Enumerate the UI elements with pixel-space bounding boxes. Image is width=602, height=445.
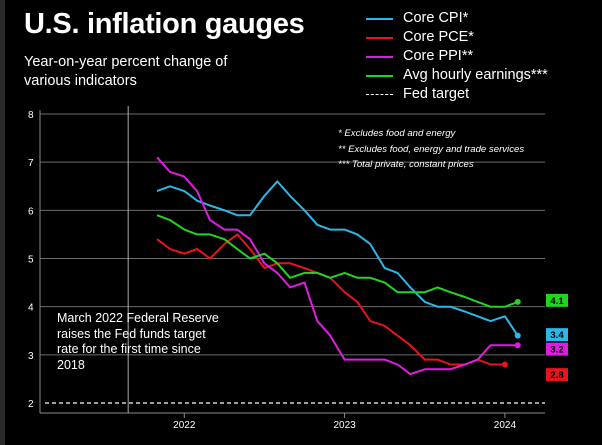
end-value-badge-core-cpi — [546, 328, 568, 342]
series-line-core-ppi — [156, 156, 518, 376]
series-end-point-avg-hourly-earnings — [514, 298, 521, 305]
chart-subtitle: Year-on-year percent change of various i… — [24, 54, 228, 89]
legend-swatch-core-cpi — [366, 18, 393, 20]
legend-item-fed-target: Fed target — [366, 85, 596, 104]
y-tick-label-8: 8 — [28, 110, 34, 121]
series-line-core-cpi — [156, 180, 519, 337]
y-tick-label-7: 7 — [28, 158, 34, 169]
legend-item-core-pce: Core PCE* — [366, 28, 596, 47]
end-value-label-core-cpi: 3.4 — [550, 330, 564, 341]
y-tick-label-2: 2 — [28, 399, 34, 410]
legend-label-core-pce: Core PCE* — [403, 29, 474, 45]
legend-swatch-core-ppi — [366, 56, 393, 58]
legend-item-core-ppi: Core PPI** — [366, 47, 596, 66]
series-end-point-core-ppi — [514, 342, 521, 349]
footnote-2: ** Excludes food, energy and trade servi… — [338, 143, 525, 155]
legend-swatch-fed-target — [366, 94, 393, 95]
end-value-badge-core-ppi — [546, 342, 568, 356]
series-line-avg-hourly-earnings — [156, 214, 519, 308]
legend-label-fed-target: Fed target — [403, 86, 470, 102]
y-tick-label-4: 4 — [28, 303, 34, 314]
y-tick-label-6: 6 — [28, 206, 34, 217]
x-tick-label-2023: 2023 — [333, 420, 356, 431]
end-value-label-core-pce: 2.8 — [550, 370, 563, 381]
legend-label-core-ppi: Core PPI** — [403, 48, 474, 64]
y-tick-label-3: 3 — [28, 351, 34, 362]
legend-label-core-cpi: Core CPI* — [403, 10, 469, 26]
footnote-1: * Excludes food and energy — [338, 128, 456, 139]
x-tick-label-2024: 2024 — [494, 420, 517, 431]
legend: Core CPI* Core PCE* Core PPI** Avg hourl… — [366, 9, 596, 104]
legend-item-core-cpi: Core CPI* — [366, 9, 596, 28]
end-value-badge-avg-hourly-earnings — [546, 293, 568, 307]
end-value-label-core-ppi: 3.2 — [550, 345, 563, 356]
series-end-point-core-cpi — [514, 332, 521, 339]
footnotes: * Excludes food and energy ** Excludes f… — [338, 126, 524, 173]
legend-swatch-core-pce — [366, 37, 393, 39]
chart-title: U.S. inflation gauges — [24, 8, 305, 40]
legend-swatch-avg-hourly-earnings — [366, 75, 393, 77]
x-tick-label-2022: 2022 — [173, 420, 196, 431]
legend-item-avg-hourly-earnings: Avg hourly earnings*** — [366, 66, 596, 85]
end-value-label-avg-hourly-earnings: 4.1 — [550, 296, 564, 307]
annotation-fed-rate-hike: March 2022 Federal Reserve raises the Fe… — [57, 311, 219, 372]
end-value-badge-core-pce — [546, 368, 568, 382]
series-end-point-core-pce — [501, 361, 508, 368]
y-tick-label-5: 5 — [28, 255, 34, 266]
footnote-3: *** Total private, constant prices — [338, 159, 474, 170]
legend-label-avg-hourly-earnings: Avg hourly earnings*** — [403, 67, 548, 83]
